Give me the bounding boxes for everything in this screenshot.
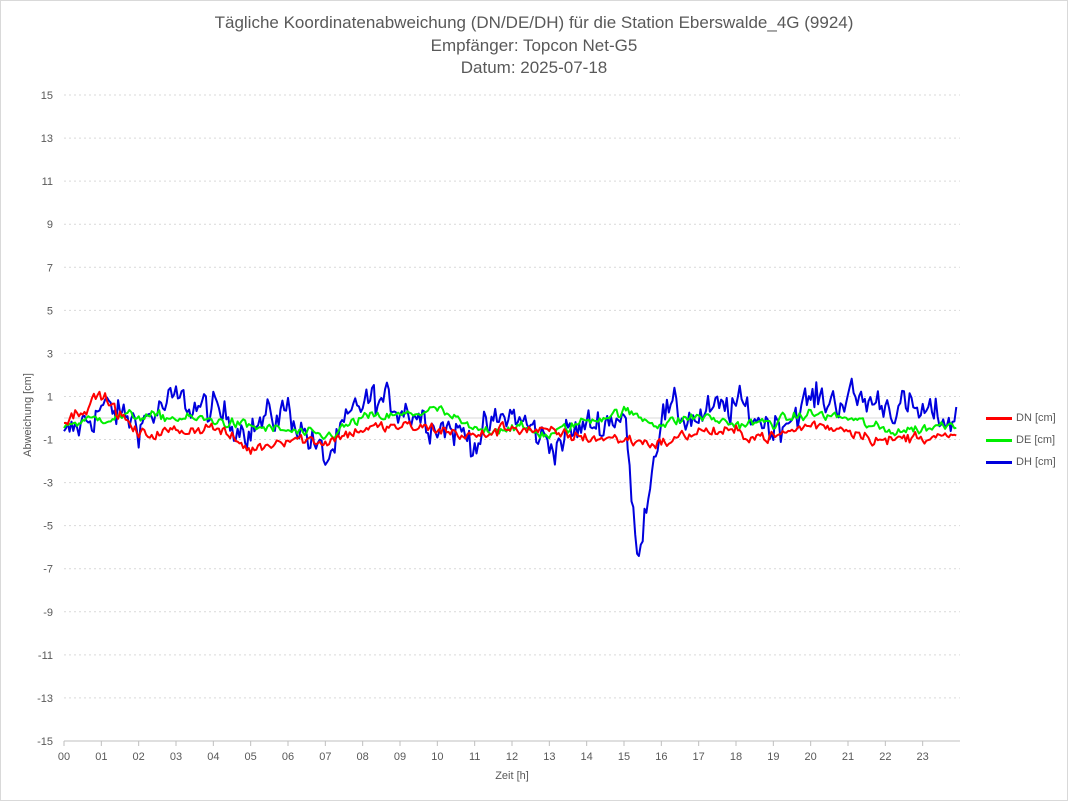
y-tick-label: -13	[37, 693, 53, 705]
x-tick-label: 09	[394, 751, 406, 763]
y-tick-label: 11	[42, 176, 53, 188]
y-tick-label: 7	[47, 262, 53, 274]
y-tick-label: -9	[43, 607, 53, 619]
x-tick-label: 23	[917, 751, 929, 763]
y-tick-label: -11	[38, 650, 53, 662]
chart-subtitle-date: Datum: 2025-07-18	[460, 58, 608, 77]
x-tick-label: 07	[319, 751, 331, 763]
legend-swatch-dh	[986, 460, 1012, 464]
y-tick-label: 9	[47, 219, 53, 231]
x-tick-label: 12	[506, 751, 518, 763]
series-line-dh	[63, 377, 958, 557]
x-tick-label: 15	[618, 751, 630, 763]
y-tick-label: -7	[43, 564, 53, 576]
y-axis-label: Abweichung [cm]	[22, 373, 34, 457]
legend-swatch-de	[986, 438, 1012, 442]
y-tick-label: 15	[41, 90, 53, 102]
y-tick-label: -15	[37, 736, 53, 748]
x-tick-label: 20	[805, 751, 817, 763]
x-tick-label: 02	[133, 751, 145, 763]
x-tick-label: 05	[245, 751, 257, 763]
y-tick-label: -1	[43, 435, 53, 447]
x-tick-label: 06	[282, 751, 294, 763]
y-tick-label: 13	[41, 133, 53, 145]
legend-label-dh: DH [cm]	[1016, 456, 1056, 468]
y-tick-label: -5	[43, 521, 53, 533]
x-tick-label: 08	[357, 751, 369, 763]
x-tick-label: 18	[730, 751, 742, 763]
legend-label-de: DE [cm]	[1016, 434, 1056, 446]
legend-item-dn: DN [cm]	[986, 411, 1056, 425]
x-tick-label: 21	[842, 751, 854, 763]
x-tick-label: 19	[767, 751, 779, 763]
y-tick-label: -3	[43, 478, 53, 490]
legend-label-dn: DN [cm]	[1016, 412, 1056, 424]
x-tick-label: 22	[879, 751, 891, 763]
x-tick-label: 16	[655, 751, 667, 763]
chart-subtitle-receiver: Empfänger: Topcon Net-G5	[430, 36, 638, 55]
legend-item-dh: DH [cm]	[986, 455, 1056, 469]
series-lines	[63, 377, 958, 557]
x-tick-label: 01	[95, 751, 107, 763]
legend-item-de: DE [cm]	[986, 433, 1055, 447]
x-tick-label: 00	[58, 751, 70, 763]
x-tick-label: 03	[170, 751, 182, 763]
x-tick-label: 10	[431, 751, 443, 763]
x-tick-label: 17	[693, 751, 705, 763]
x-tick-label: 13	[543, 751, 555, 763]
x-tick-label: 14	[581, 751, 593, 763]
y-tick-label: 1	[47, 391, 53, 403]
x-axis-label: Zeit [h]	[495, 770, 529, 782]
x-axis-ticks: 00 01 02 03 04 05 06 07 08 09 10 11 12 13 14 15 16 17 18 19…	[58, 741, 929, 763]
chart-title: Tägliche Koordinatenabweichung (DN/DE/DH…	[214, 13, 854, 32]
y-tick-label: 5	[47, 305, 53, 317]
x-tick-label: 11	[469, 751, 480, 763]
series-line-dn	[63, 390, 957, 455]
x-tick-label: 04	[207, 751, 219, 763]
y-tick-label: 3	[47, 348, 53, 360]
y-axis-ticks: 15 13 11 9 7 5 3 1 -1 -3 -5 -7 -9 -11 -13 -15	[37, 90, 53, 748]
legend-swatch-dn	[986, 416, 1012, 420]
